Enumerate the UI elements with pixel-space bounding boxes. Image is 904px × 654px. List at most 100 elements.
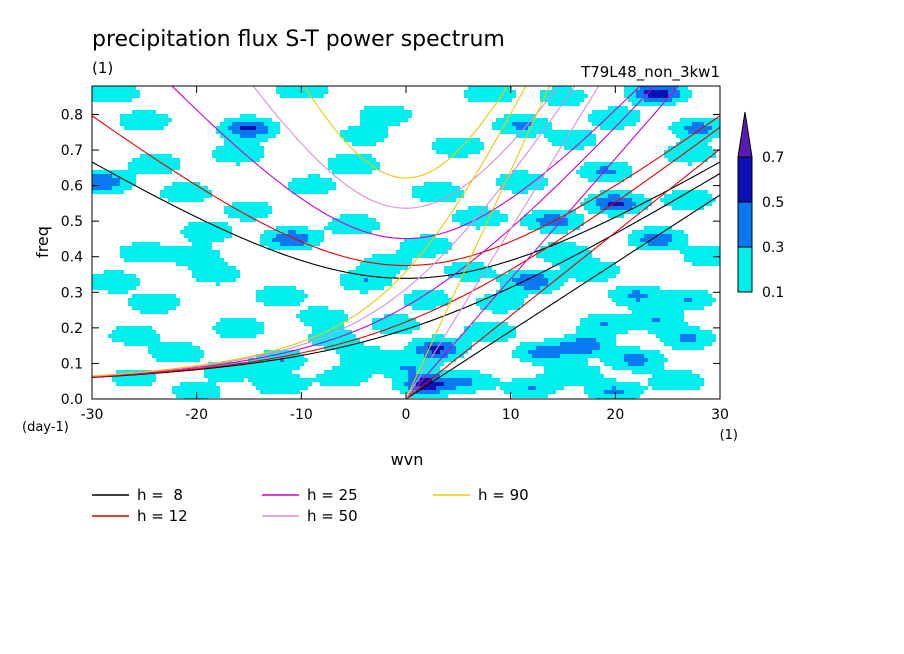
contour-fill-cell xyxy=(440,374,492,378)
contour-fill-cell xyxy=(660,338,680,342)
contour-fill-cell xyxy=(340,278,364,282)
contour-fill-cell xyxy=(404,238,448,242)
contour-fill-cell xyxy=(636,298,640,302)
contour-fill-cell xyxy=(560,214,584,218)
contour-fill-cell xyxy=(400,242,452,246)
contour-fill-cell xyxy=(688,130,708,134)
contour-fill-cell xyxy=(628,234,644,238)
contour-fill-cell xyxy=(372,318,416,322)
contour-fill-cell xyxy=(540,230,568,234)
y-tick-label: 0.5 xyxy=(61,214,83,230)
contour-fill-cell xyxy=(636,94,648,98)
contour-fill-cell xyxy=(524,286,540,290)
dispersion-curve-ig-h50 xyxy=(252,86,560,209)
contour-fill-cell xyxy=(544,214,560,218)
contour-fill-cell xyxy=(632,230,684,234)
contour-fill-cell xyxy=(672,122,692,126)
contour-fill-cell xyxy=(456,346,472,350)
contour-fill-cell xyxy=(276,226,308,230)
contour-fill-cell xyxy=(336,154,372,158)
contour-fill-cell xyxy=(260,238,272,242)
contour-fill-cell xyxy=(604,390,624,394)
contour-fill-cell xyxy=(672,206,704,210)
legend: h = 8 h = 12 h = 25 h = 50 h = 90 xyxy=(92,486,529,525)
contour-fill-cell xyxy=(468,98,512,102)
contour-fill-cell xyxy=(340,362,444,366)
contour-fill-cell xyxy=(580,322,600,326)
contour-fill-cell xyxy=(672,346,704,350)
contour-fill-cell xyxy=(664,342,712,346)
contour-fill-cell xyxy=(512,350,528,354)
axis-ticks: -30 -20 -10 0 10 20 30 0.0 0.1 0.2 0.3 0.4 0.5 0.6 0.7… xyxy=(61,86,729,423)
contour-fill-cell xyxy=(112,174,136,178)
contour-fill-cell xyxy=(412,338,508,342)
contour-fill-cell xyxy=(664,202,712,206)
contour-fill-cell xyxy=(432,350,440,354)
contour-fill-cell xyxy=(548,102,580,106)
contour-fill-cell xyxy=(648,382,704,386)
contour-fill-cell xyxy=(288,230,296,234)
contour-fill-cell xyxy=(184,226,232,230)
dispersion-curve-ig-h12 xyxy=(92,115,720,267)
contour-fill-cell xyxy=(340,130,388,134)
contour-fill-cell xyxy=(544,134,596,138)
contour-fill-cell xyxy=(492,126,516,130)
contour-fill-cell xyxy=(260,242,280,246)
contour-fill-cell xyxy=(588,314,684,318)
contour-fill-cell xyxy=(584,198,596,202)
contour-fill-cell xyxy=(120,182,136,186)
contour-fill-cell xyxy=(600,190,632,194)
contour-fill-cell xyxy=(180,230,232,234)
contour-fill-cell xyxy=(476,226,480,230)
contour-fill-cell xyxy=(308,334,356,338)
contour-fill-cell xyxy=(428,346,444,350)
colorbar-label: 0.3 xyxy=(762,240,784,256)
contour-fill-cell xyxy=(500,282,516,286)
contour-fill-cell xyxy=(596,198,632,202)
contour-fill-cell xyxy=(520,342,560,346)
contour-fill-cell xyxy=(412,306,436,310)
contour-fill-cell xyxy=(608,290,632,294)
contour-fill-cell xyxy=(436,386,456,390)
contour-fill-cell xyxy=(148,346,200,350)
contour-fill-cell xyxy=(640,290,708,294)
contour-fill-cell xyxy=(92,278,140,282)
dispersion-curves xyxy=(92,86,720,399)
contour-fill-cell xyxy=(600,322,608,326)
contour-fill-cell xyxy=(644,98,672,102)
contour-fill-cell xyxy=(684,258,720,262)
contour-fill-cell xyxy=(544,366,600,370)
contour-fill-cell xyxy=(636,246,720,250)
contour-fill-cell xyxy=(444,270,496,274)
contour-fill-cell xyxy=(268,246,312,250)
contour-fill-cell xyxy=(436,150,480,154)
contour-fill-cell xyxy=(628,306,704,310)
contour-fill-cell xyxy=(680,94,692,98)
contour-fill-cell xyxy=(520,358,588,362)
contour-fill-cell xyxy=(140,154,172,158)
contour-fill-cell xyxy=(204,374,300,378)
contour-fill-cell xyxy=(448,354,464,358)
contour-fill-cell xyxy=(632,102,676,106)
contour-fill-cell xyxy=(500,174,544,178)
contour-fill-cell xyxy=(512,378,616,382)
contour-fill-cell xyxy=(284,358,308,362)
contour-fill-cell xyxy=(592,110,640,114)
contour-fill-cell xyxy=(688,162,692,166)
contour-fill-cell xyxy=(332,366,400,370)
dispersion-curve-kelvin-h12 xyxy=(405,148,720,399)
contour-fill-cell xyxy=(580,318,652,322)
contour-fill-cell xyxy=(156,358,200,362)
contour-fill-cell xyxy=(196,278,236,282)
contour-fill-cell xyxy=(652,318,660,322)
contour-fill-cell xyxy=(312,326,344,330)
contour-fill-cell xyxy=(120,122,168,126)
contour-fill-cell xyxy=(300,318,348,322)
dispersion-curve-kelvin-h25 xyxy=(405,86,680,399)
contour-fill-cell xyxy=(676,86,688,90)
contour-fill-cell xyxy=(192,274,240,278)
contour-fill-cell xyxy=(236,162,240,166)
dispersion-curve-ig-h8 xyxy=(92,161,720,279)
contour-fill-cell xyxy=(324,370,408,374)
